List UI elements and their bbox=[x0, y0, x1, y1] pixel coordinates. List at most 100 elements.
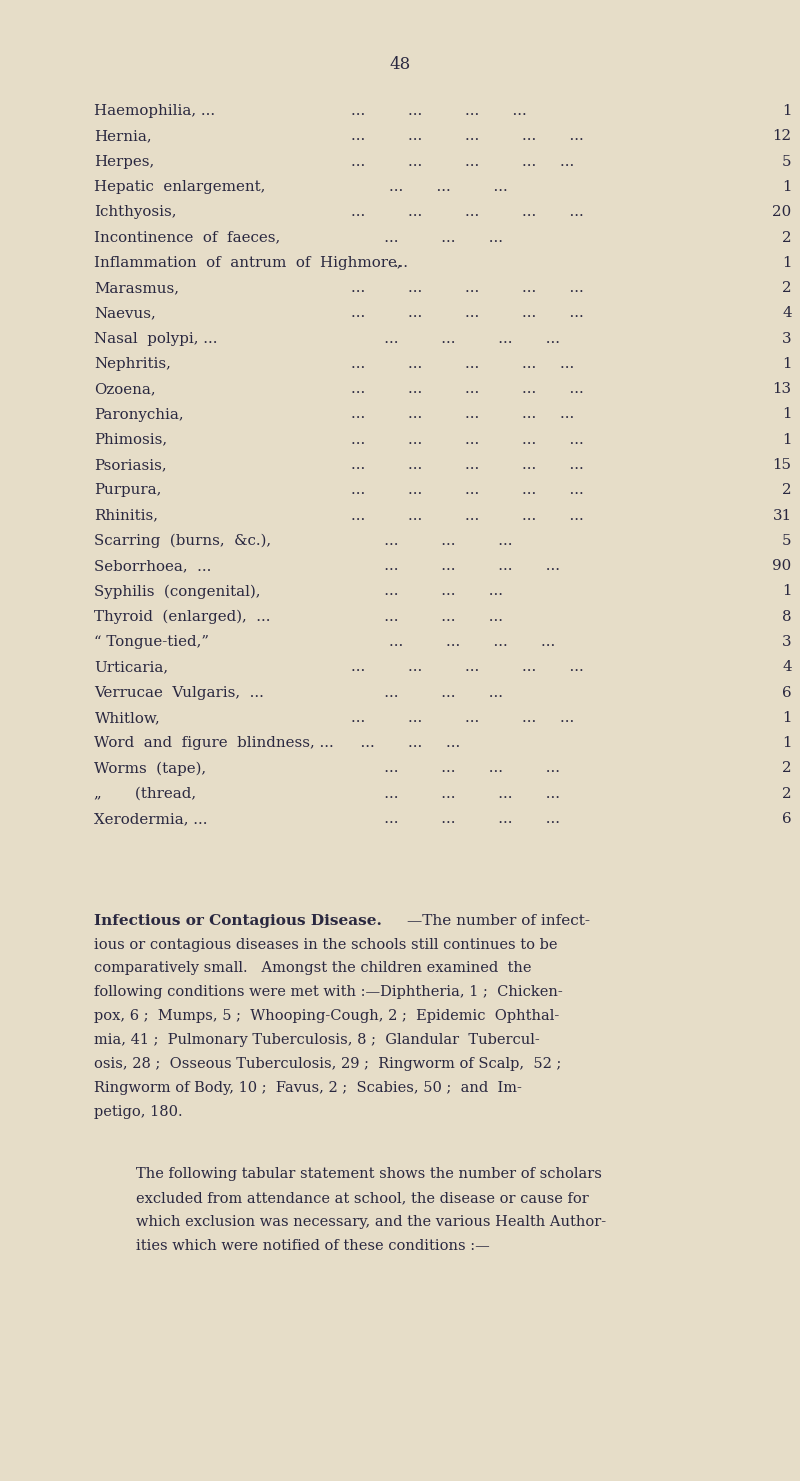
Text: 48: 48 bbox=[390, 56, 410, 73]
Text: 6: 6 bbox=[782, 812, 792, 826]
Text: ...         ...       ...: ... ... ... bbox=[351, 585, 503, 598]
Text: 15: 15 bbox=[773, 458, 792, 472]
Text: 3: 3 bbox=[782, 635, 792, 649]
Text: ...         ...         ...         ...       ...: ... ... ... ... ... bbox=[351, 458, 584, 472]
Text: ...         ...         ...         ...       ...: ... ... ... ... ... bbox=[351, 508, 584, 523]
Text: petigo, 180.: petigo, 180. bbox=[94, 1105, 183, 1118]
Text: ...         ...       ...: ... ... ... bbox=[351, 686, 503, 699]
Text: ...         ...         ...: ... ... ... bbox=[351, 533, 513, 548]
Text: Whitlow,: Whitlow, bbox=[94, 711, 160, 724]
Text: ...         ...       ...: ... ... ... bbox=[351, 610, 503, 624]
Text: 2: 2 bbox=[782, 786, 792, 801]
Text: ...       ...         ...: ... ... ... bbox=[351, 181, 508, 194]
Text: 2: 2 bbox=[782, 281, 792, 295]
Text: ...         ...         ...         ...       ...: ... ... ... ... ... bbox=[351, 661, 584, 674]
Text: Seborrhoea,  ...: Seborrhoea, ... bbox=[94, 560, 212, 573]
Text: which exclusion was necessary, and the various Health Author-: which exclusion was necessary, and the v… bbox=[136, 1216, 606, 1229]
Text: Phimosis,: Phimosis, bbox=[94, 432, 167, 447]
Text: Paronychia,: Paronychia, bbox=[94, 407, 184, 422]
Text: excluded from attendance at school, the disease or cause for: excluded from attendance at school, the … bbox=[136, 1191, 589, 1206]
Text: 31: 31 bbox=[773, 508, 792, 523]
Text: ...         ...         ...         ...     ...: ... ... ... ... ... bbox=[351, 154, 574, 169]
Text: Nasal  polypi, ...: Nasal polypi, ... bbox=[94, 332, 218, 345]
Text: Nephritis,: Nephritis, bbox=[94, 357, 171, 370]
Text: ...         ...         ...         ...       ...: ... ... ... ... ... bbox=[351, 129, 584, 144]
Text: ...         ...         ...         ...       ...: ... ... ... ... ... bbox=[351, 382, 584, 397]
Text: 1: 1 bbox=[782, 711, 792, 724]
Text: Xerodermia, ...: Xerodermia, ... bbox=[94, 812, 208, 826]
Text: 1: 1 bbox=[782, 585, 792, 598]
Text: 12: 12 bbox=[773, 129, 792, 144]
Text: 1: 1 bbox=[782, 736, 792, 749]
Text: ...       ...     ...: ... ... ... bbox=[351, 736, 461, 749]
Text: 90: 90 bbox=[773, 560, 792, 573]
Text: ...         ...         ...         ...       ...: ... ... ... ... ... bbox=[351, 307, 584, 320]
Text: 1: 1 bbox=[782, 104, 792, 118]
Text: Hernia,: Hernia, bbox=[94, 129, 152, 144]
Text: ...: ... bbox=[351, 256, 408, 270]
Text: „       (thread,: „ (thread, bbox=[94, 786, 197, 801]
Text: 13: 13 bbox=[773, 382, 792, 397]
Text: ...         ...         ...       ...: ... ... ... ... bbox=[351, 786, 560, 801]
Text: Verrucae  Vulgaris,  ...: Verrucae Vulgaris, ... bbox=[94, 686, 264, 699]
Text: Incontinence  of  faeces,: Incontinence of faeces, bbox=[94, 231, 281, 244]
Text: ...         ...         ...         ...     ...: ... ... ... ... ... bbox=[351, 357, 574, 370]
Text: ...         ...       ...       ...: ... ... ... ... bbox=[351, 635, 556, 649]
Text: ...         ...         ...         ...       ...: ... ... ... ... ... bbox=[351, 281, 584, 295]
Text: 1: 1 bbox=[782, 407, 792, 422]
Text: Worms  (tape),: Worms (tape), bbox=[94, 761, 206, 776]
Text: Urticaria,: Urticaria, bbox=[94, 661, 169, 674]
Text: ious or contagious diseases in the schools still continues to be: ious or contagious diseases in the schoo… bbox=[94, 937, 558, 951]
Text: Syphilis  (congenital),: Syphilis (congenital), bbox=[94, 585, 261, 598]
Text: ...         ...         ...         ...       ...: ... ... ... ... ... bbox=[351, 432, 584, 447]
Text: 1: 1 bbox=[782, 357, 792, 370]
Text: Marasmus,: Marasmus, bbox=[94, 281, 179, 295]
Text: 2: 2 bbox=[782, 483, 792, 498]
Text: 1: 1 bbox=[782, 432, 792, 447]
Text: 4: 4 bbox=[782, 661, 792, 674]
Text: ...         ...       ...: ... ... ... bbox=[351, 231, 503, 244]
Text: Purpura,: Purpura, bbox=[94, 483, 162, 498]
Text: —The number of infect-: —The number of infect- bbox=[407, 914, 590, 927]
Text: 2: 2 bbox=[782, 231, 792, 244]
Text: ...         ...         ...         ...     ...: ... ... ... ... ... bbox=[351, 711, 574, 724]
Text: Ozoena,: Ozoena, bbox=[94, 382, 156, 397]
Text: 3: 3 bbox=[782, 332, 792, 345]
Text: Herpes,: Herpes, bbox=[94, 154, 154, 169]
Text: 1: 1 bbox=[782, 256, 792, 270]
Text: ...         ...         ...         ...       ...: ... ... ... ... ... bbox=[351, 206, 584, 219]
Text: ...         ...         ...       ...: ... ... ... ... bbox=[351, 332, 560, 345]
Text: ...         ...         ...       ...: ... ... ... ... bbox=[351, 104, 527, 118]
Text: Rhinitis,: Rhinitis, bbox=[94, 508, 158, 523]
Text: The following tabular statement shows the number of scholars: The following tabular statement shows th… bbox=[136, 1167, 602, 1182]
Text: Scarring  (burns,  &c.),: Scarring (burns, &c.), bbox=[94, 533, 271, 548]
Text: 5: 5 bbox=[782, 154, 792, 169]
Text: ...         ...         ...       ...: ... ... ... ... bbox=[351, 812, 560, 826]
Text: 20: 20 bbox=[773, 206, 792, 219]
Text: Naevus,: Naevus, bbox=[94, 307, 156, 320]
Text: ...         ...         ...         ...       ...: ... ... ... ... ... bbox=[351, 483, 584, 498]
Text: 8: 8 bbox=[782, 610, 792, 624]
Text: Hepatic  enlargement,: Hepatic enlargement, bbox=[94, 181, 266, 194]
Text: 5: 5 bbox=[782, 533, 792, 548]
Text: ...         ...         ...       ...: ... ... ... ... bbox=[351, 560, 560, 573]
Text: mia, 41 ;  Pulmonary Tuberculosis, 8 ;  Glandular  Tubercul-: mia, 41 ; Pulmonary Tuberculosis, 8 ; Gl… bbox=[94, 1034, 540, 1047]
Text: Ichthyosis,: Ichthyosis, bbox=[94, 206, 177, 219]
Text: pox, 6 ;  Mumps, 5 ;  Whooping-Cough, 2 ;  Epidemic  Ophthal-: pox, 6 ; Mumps, 5 ; Whooping-Cough, 2 ; … bbox=[94, 1009, 560, 1023]
Text: following conditions were met with :—Diphtheria, 1 ;  Chicken-: following conditions were met with :—Dip… bbox=[94, 985, 563, 1000]
Text: osis, 28 ;  Osseous Tuberculosis, 29 ;  Ringworm of Scalp,  52 ;: osis, 28 ; Osseous Tuberculosis, 29 ; Ri… bbox=[94, 1057, 562, 1071]
Text: Ringworm of Body, 10 ;  Favus, 2 ;  Scabies, 50 ;  and  Im-: Ringworm of Body, 10 ; Favus, 2 ; Scabie… bbox=[94, 1081, 522, 1094]
Text: Inflammation  of  antrum  of  Highmore,: Inflammation of antrum of Highmore, bbox=[94, 256, 402, 270]
Text: Thyroid  (enlarged),  ...: Thyroid (enlarged), ... bbox=[94, 610, 271, 624]
Text: ...         ...       ...         ...: ... ... ... ... bbox=[351, 761, 560, 776]
Text: comparatively small.   Amongst the children examined  the: comparatively small. Amongst the childre… bbox=[94, 961, 532, 976]
Text: “ Tongue-tied,”: “ Tongue-tied,” bbox=[94, 635, 210, 649]
Text: 1: 1 bbox=[782, 181, 792, 194]
Text: ities which were notified of these conditions :—: ities which were notified of these condi… bbox=[136, 1240, 490, 1253]
Text: 6: 6 bbox=[782, 686, 792, 699]
Text: Psoriasis,: Psoriasis, bbox=[94, 458, 167, 472]
Text: Word  and  figure  blindness, ...: Word and figure blindness, ... bbox=[94, 736, 334, 749]
Text: 4: 4 bbox=[782, 307, 792, 320]
Text: Haemophilia, ...: Haemophilia, ... bbox=[94, 104, 215, 118]
Text: ...         ...         ...         ...     ...: ... ... ... ... ... bbox=[351, 407, 574, 422]
